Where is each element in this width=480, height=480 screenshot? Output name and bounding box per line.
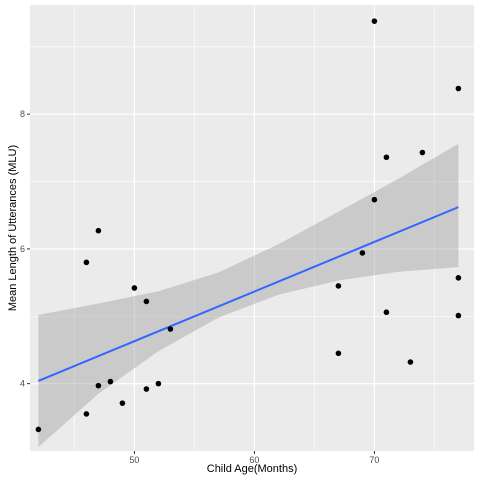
x-axis: 50 60 70 [129,451,379,465]
data-point [359,250,366,256]
plot-panel [30,5,474,451]
x-tick-label: 60 [249,455,259,465]
data-point [335,350,342,357]
data-point [143,386,150,392]
data-point [419,149,426,156]
data-point [35,426,42,433]
x-axis-title: Child Age(Months) [207,463,298,475]
data-point [143,298,150,305]
data-point [83,411,90,417]
x-tick-label: 70 [369,455,379,465]
data-point [371,18,378,24]
data-point [407,359,414,365]
y-tick-label: 6 [20,244,25,254]
major-gridlines [30,5,474,451]
data-point [167,326,174,332]
data-points [35,18,462,433]
data-point [371,196,378,203]
data-point [119,400,126,406]
data-point [335,283,342,289]
y-axis-title: Mean Length of Utterances (MLU) [7,145,19,311]
data-point [455,85,462,92]
y-tick-label: 4 [20,379,25,389]
y-axis: 4 6 8 [20,109,30,389]
data-point [383,309,390,316]
data-point [383,154,390,161]
y-tick-label: 8 [20,109,25,119]
data-point [131,285,138,291]
data-point [95,227,102,234]
regression-line [38,206,459,382]
minor-gridlines [30,5,474,451]
data-point [95,382,102,389]
confidence-band [38,143,459,448]
data-point [83,259,90,266]
data-point [107,378,114,385]
data-point [455,275,462,281]
x-tick-label: 50 [129,455,139,465]
data-point [155,380,162,387]
data-point [455,312,462,319]
